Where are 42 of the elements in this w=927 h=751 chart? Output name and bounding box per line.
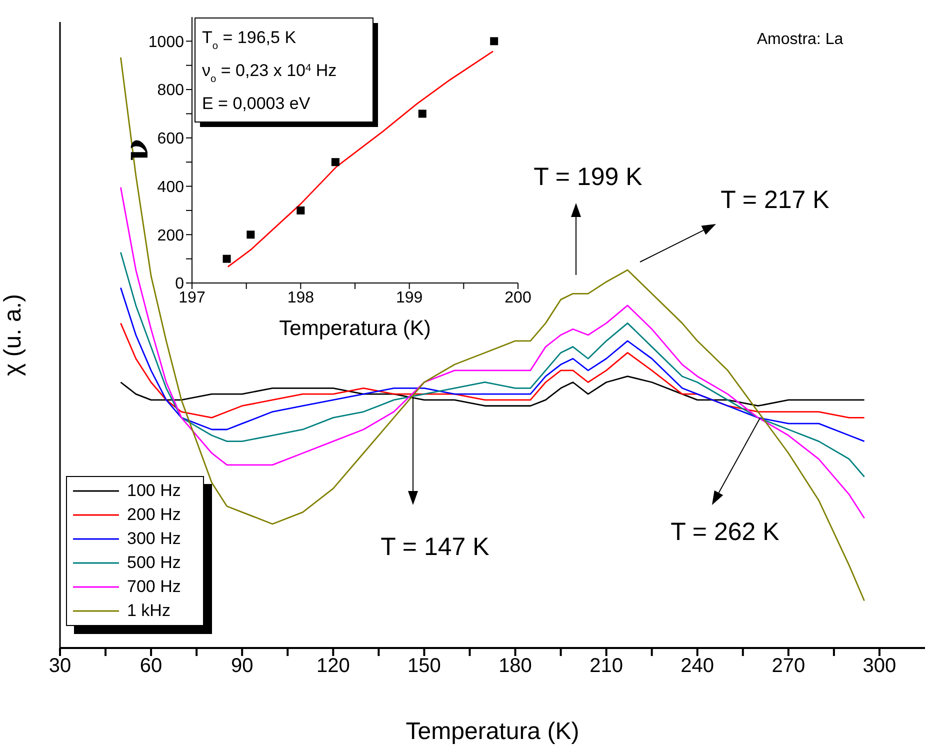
- x-tick-label: 60: [140, 655, 162, 678]
- x-tick-label: 90: [230, 655, 254, 678]
- legend-label: 500 Hz: [127, 552, 181, 574]
- x-tick-label: 120: [316, 655, 350, 678]
- annotation: T = 147 K: [380, 533, 490, 561]
- point: [222, 254, 231, 263]
- y-tick-label: 200: [157, 227, 184, 244]
- point: [418, 110, 426, 118]
- x-tick-label: 30: [48, 655, 72, 678]
- x-tick-label: 180: [498, 655, 532, 678]
- y-tick-label: 400: [157, 178, 184, 196]
- y-axis-title: χ (u. a.): [0, 294, 27, 376]
- annotation: ν$_{o}$ = 0,23 x 10$^{4}$ Hz: [202, 61, 337, 84]
- x-tick-label: 240: [680, 655, 714, 678]
- point: [296, 206, 305, 214]
- x-tick-label: 150: [408, 655, 441, 678]
- x-tick-label: 210: [590, 655, 624, 678]
- x-tick-label: 200: [504, 289, 532, 306]
- x-tick-label: 300: [862, 655, 896, 678]
- text: Amostra: La: [756, 31, 844, 48]
- annotation: T = 199 K: [534, 163, 643, 191]
- legend-label: 300 Hz: [127, 528, 181, 550]
- x-axis-title: Temperatura (K): [406, 718, 580, 745]
- annotation: E = 0,0003 eV: [202, 94, 311, 113]
- annotation: T = 217 K: [720, 186, 830, 214]
- annotation: T = 262 K: [670, 518, 780, 546]
- annotation: T$_{o}$ = 196,5 K: [202, 28, 297, 52]
- legend-label: 1 kHz: [127, 600, 170, 622]
- legend-label: 100 Hz: [127, 480, 181, 502]
- y-tick-label: 800: [157, 82, 184, 100]
- legend-label: 700 Hz: [127, 576, 181, 598]
- point: [246, 230, 255, 239]
- point: [331, 158, 340, 166]
- x-axis-title: Temperatura (K): [279, 317, 431, 340]
- x-tick-label: 199: [396, 289, 423, 306]
- y-axis-title: ν: [117, 138, 156, 162]
- point: [490, 37, 498, 46]
- y-tick-label: 1000: [148, 34, 184, 51]
- y-tick-label: 600: [157, 130, 184, 148]
- legend-label: 200 Hz: [127, 504, 181, 526]
- x-tick-label: 198: [287, 289, 314, 306]
- x-tick-label: 270: [772, 655, 806, 678]
